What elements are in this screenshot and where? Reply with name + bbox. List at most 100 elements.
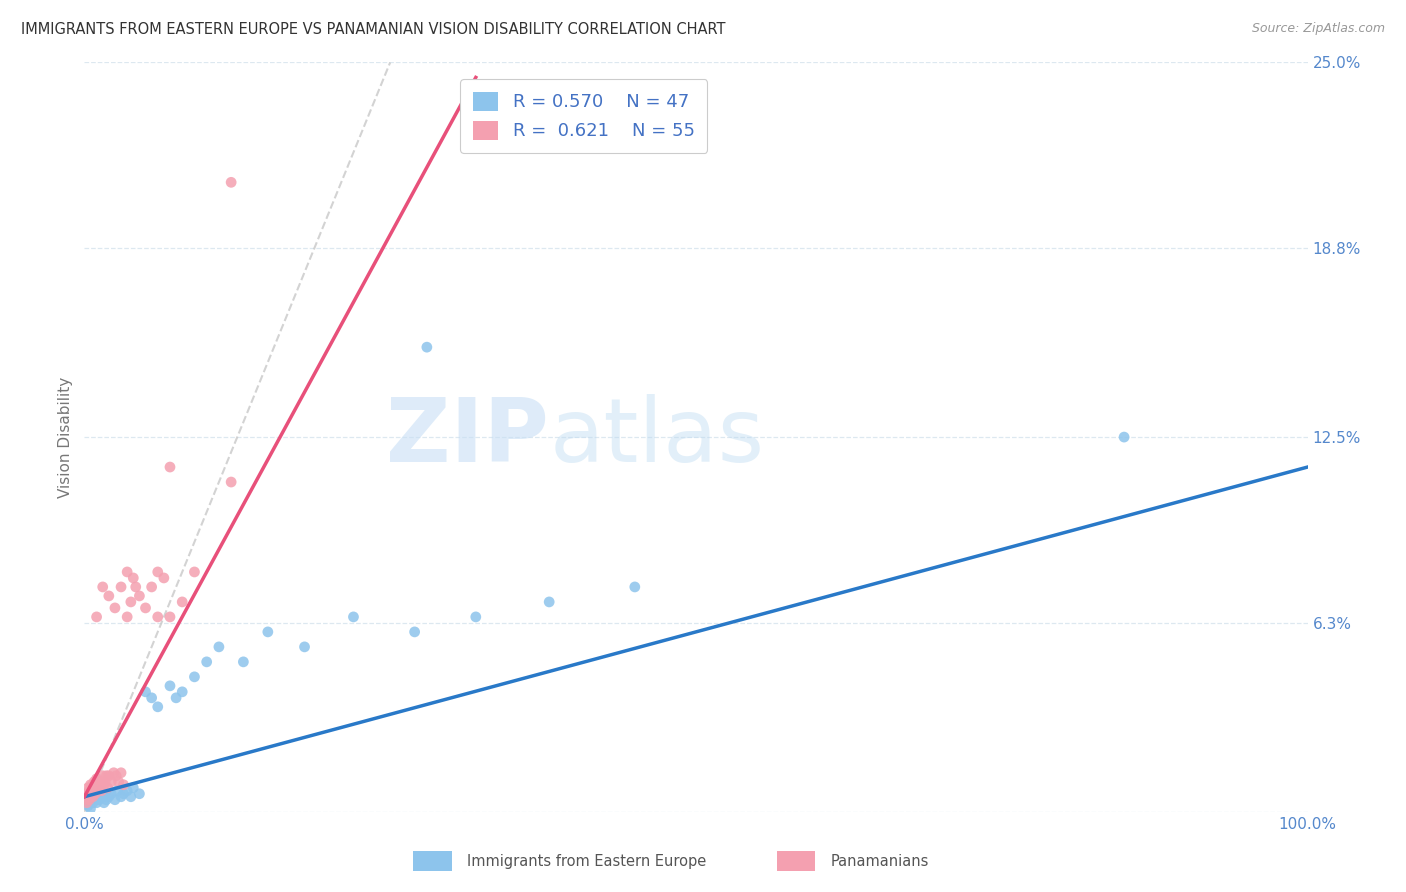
Point (624, 580, 647, 594)
Point (84, 787, 107, 801)
Point (87, 793, 110, 807)
Point (110, 789, 132, 804)
Y-axis label: Vision Disability: Vision Disability (58, 376, 73, 498)
Point (135, 685, 157, 699)
Point (79, 789, 101, 804)
Point (159, 460, 181, 475)
Point (87, 778, 110, 792)
Point (79, 802, 101, 816)
Point (80, 793, 103, 807)
Point (82, 796, 104, 810)
Point (83, 783, 105, 797)
Point (120, 595, 142, 609)
Point (141, 580, 163, 594)
Point (91, 580, 114, 594)
Point (183, 565, 205, 579)
Point (97, 769, 120, 783)
Point (90, 783, 112, 797)
Point (82, 789, 104, 804)
Point (93, 778, 115, 792)
Point (84, 778, 107, 792)
Point (80, 780, 103, 795)
Point (103, 765, 125, 780)
Point (208, 640, 231, 654)
Point (79, 778, 101, 792)
Point (107, 774, 129, 789)
Point (79, 787, 101, 801)
Point (86, 783, 108, 797)
Point (128, 589, 150, 603)
Point (86, 610, 108, 624)
Point (77, 783, 100, 797)
Legend: R = 0.570    N = 47, R =  0.621    N = 55: R = 0.570 N = 47, R = 0.621 N = 55 (460, 79, 707, 153)
Point (416, 340, 439, 354)
Point (94, 787, 117, 801)
Point (464, 610, 486, 624)
Point (165, 690, 187, 705)
Point (75, 793, 97, 807)
Point (86, 796, 108, 810)
Text: atlas: atlas (550, 393, 765, 481)
Point (159, 610, 181, 624)
Point (77, 796, 100, 810)
Point (77, 780, 100, 795)
Point (91, 769, 114, 783)
Point (93, 796, 115, 810)
Point (83, 793, 105, 807)
Point (146, 699, 169, 714)
Point (115, 610, 138, 624)
Bar (778, 851, 815, 871)
Point (97, 789, 120, 804)
Point (86, 772, 108, 786)
Point (80, 787, 103, 801)
Point (104, 601, 127, 615)
Point (219, 175, 242, 189)
Point (146, 565, 169, 579)
Point (120, 789, 142, 804)
Point (141, 690, 163, 705)
Point (404, 624, 426, 639)
Text: Panamanians: Panamanians (831, 854, 929, 869)
Point (77, 798, 100, 813)
Point (77, 789, 100, 804)
Point (100, 787, 122, 801)
Point (104, 793, 127, 807)
Bar (413, 851, 453, 871)
Text: Source: ZipAtlas.com: Source: ZipAtlas.com (1251, 22, 1385, 36)
Point (115, 783, 138, 797)
Point (87, 780, 110, 795)
Text: IMMIGRANTS FROM EASTERN EUROPE VS PANAMANIAN VISION DISABILITY CORRELATION CHART: IMMIGRANTS FROM EASTERN EUROPE VS PANAMA… (21, 22, 725, 37)
Point (105, 783, 128, 797)
Point (122, 571, 145, 585)
Point (342, 610, 364, 624)
Point (115, 565, 138, 579)
Point (219, 475, 242, 489)
Point (183, 670, 205, 684)
Point (538, 595, 561, 609)
Point (112, 778, 135, 792)
Point (100, 774, 122, 789)
Point (94, 774, 117, 789)
Point (112, 787, 135, 801)
Point (1114, 430, 1136, 444)
Point (83, 774, 105, 789)
Point (294, 640, 316, 654)
Point (96, 793, 118, 807)
Text: Immigrants from Eastern Europe: Immigrants from Eastern Europe (467, 854, 707, 869)
Point (195, 655, 218, 669)
Point (82, 789, 104, 804)
Point (128, 787, 150, 801)
Point (87, 789, 110, 804)
Point (77, 793, 100, 807)
Point (172, 595, 194, 609)
Point (84, 787, 107, 801)
Point (105, 769, 128, 783)
Point (172, 685, 194, 699)
Point (96, 769, 118, 783)
Point (110, 580, 132, 594)
Point (76, 793, 98, 807)
Point (82, 778, 104, 792)
Point (89, 783, 111, 797)
Point (89, 774, 111, 789)
Point (153, 571, 176, 585)
